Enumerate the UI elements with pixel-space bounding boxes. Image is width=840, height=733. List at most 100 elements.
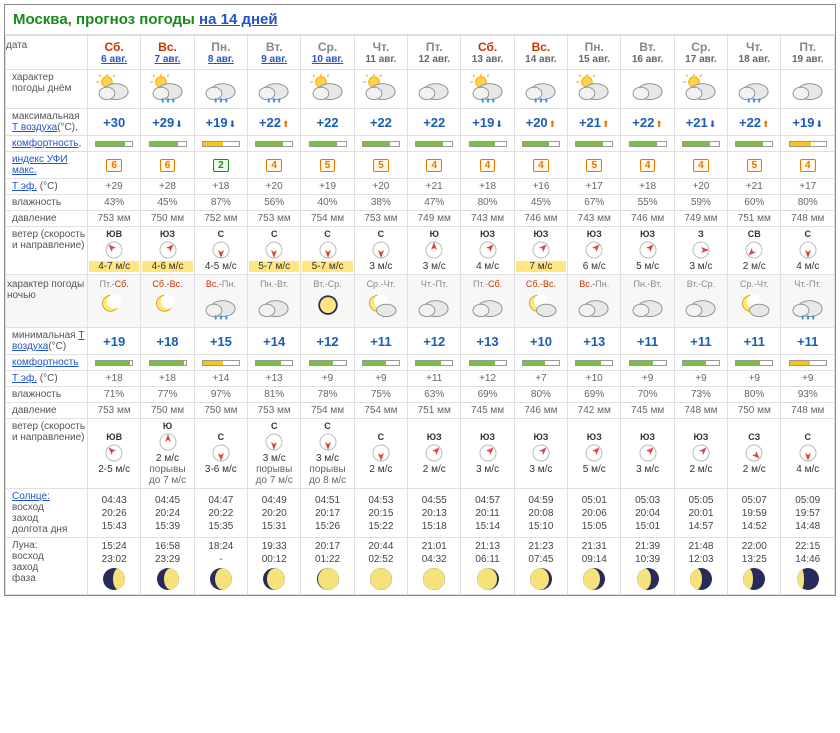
cell: С2 м/с (354, 419, 407, 489)
n-pressure: 754 мм (364, 405, 397, 416)
comfort-link[interactable]: комфортность (12, 138, 79, 149)
day-header: Ср.17 авг. (674, 36, 727, 70)
dow: Пн. (585, 40, 604, 54)
tmin: +11 (797, 334, 818, 349)
row-header: Солнце:восходзаходдолгота дня (6, 489, 88, 538)
cell: +20 (248, 179, 301, 195)
cell: 748 мм (781, 211, 835, 227)
uvi-badge: 6 (160, 159, 176, 172)
day-header: Вс.14 авг. (514, 36, 567, 70)
wind-speed: 3 м/с (409, 261, 459, 272)
cell (301, 70, 354, 109)
night-label: Чт.-Пт. (782, 279, 833, 289)
cell (781, 355, 835, 371)
n-humidity: 73% (691, 389, 711, 400)
tmax: +22 (632, 115, 654, 130)
cell: +14 (194, 371, 247, 387)
n-humidity: 70% (638, 389, 658, 400)
cell: 753 мм (88, 211, 141, 227)
night-label: Пт.-Сб. (462, 279, 512, 289)
forecast-table: датаСб.6 авг.Вс.7 авг.Пн.8 авг.Вт.9 авг.… (5, 35, 835, 595)
cell: 04:4320:2615:43 (88, 489, 141, 538)
cell: Ю2 м/спорывы до 7 м/с (141, 419, 194, 489)
sun-times: 05:0520:0114:57 (676, 494, 726, 533)
date-link[interactable]: 9 авг. (248, 54, 300, 65)
n-gust: порывы до 7 м/с (249, 464, 299, 486)
cell: +12 (301, 328, 354, 355)
uvi-badge: 4 (693, 159, 709, 172)
cell: 05:0320:0415:01 (621, 489, 674, 538)
uvi-link[interactable]: индекс УФИ (12, 154, 68, 165)
moon-times: 21:3109:14 (569, 540, 619, 566)
tmin: +15 (210, 334, 232, 349)
title-days-link[interactable]: на 14 дней (199, 11, 278, 28)
moon-times: 21:4812:03 (676, 540, 726, 566)
wind-dir: ЮЗ (569, 229, 619, 239)
date-link[interactable]: 10 авг. (301, 54, 353, 65)
cell: 753 мм (248, 211, 301, 227)
cell (408, 136, 461, 152)
cell (781, 136, 835, 152)
cell: 751 мм (408, 403, 461, 419)
cell: +29⬇ (141, 109, 194, 136)
cell (88, 70, 141, 109)
comfort-link[interactable]: комфортность (12, 357, 79, 368)
cell: 20:4402:52 (354, 538, 407, 595)
cell: +19⬇ (461, 109, 514, 136)
cell: +18 (461, 179, 514, 195)
uvi-badge: 4 (266, 159, 282, 172)
moon-times: 22:1514:46 (782, 540, 833, 566)
cell: +28 (141, 179, 194, 195)
cell: 754 мм (301, 403, 354, 419)
cell (621, 136, 674, 152)
cell: 80% (461, 195, 514, 211)
sun-times: 04:4920:2015:31 (249, 494, 299, 533)
cell: 97% (194, 387, 247, 403)
day-weather-icon (249, 74, 299, 104)
uvi-max-link[interactable]: макс. (12, 165, 37, 176)
night-label: Пн.-Вт. (622, 279, 672, 289)
night-label: Пн.-Вт. (249, 279, 299, 289)
pressure: 753 мм (98, 213, 131, 224)
cell: С3 м/спорывы до 8 м/с (301, 419, 354, 489)
night-weather-icon (356, 291, 406, 321)
date-text: 11 авг. (355, 54, 407, 65)
day-weather-icon (569, 74, 619, 104)
tmin: +12 (423, 334, 445, 349)
cell: С5-7 м/с (248, 227, 301, 275)
pressure: 748 мм (791, 213, 824, 224)
wind-dir: ЮЗ (516, 229, 566, 239)
n-wind-speed: 4 м/с (782, 464, 833, 475)
t-air-link[interactable]: Т воздуха (12, 122, 57, 133)
tmax: +22 (370, 115, 392, 130)
cell (354, 70, 407, 109)
cell: +19⬇ (781, 109, 835, 136)
cell: ЮЗ5 м/с (621, 227, 674, 275)
date-link[interactable]: 8 авг. (195, 54, 247, 65)
cell: 743 мм (461, 211, 514, 227)
dow: Вт. (639, 40, 656, 54)
sun-link[interactable]: Солнце: (12, 491, 50, 502)
n-teff: +7 (535, 373, 546, 384)
tmin: +13 (583, 334, 605, 349)
cell (461, 355, 514, 371)
moon-times: 21:0104:32 (409, 540, 459, 566)
n-wind-speed: 2 м/с (676, 464, 726, 475)
wind-dir: С (196, 229, 246, 239)
cell: +17 (781, 179, 835, 195)
cell: 4 (674, 152, 727, 179)
cell (674, 136, 727, 152)
wind-speed: 6 м/с (569, 261, 619, 272)
cell: Пн.-Вт. (621, 275, 674, 328)
date-link[interactable]: 6 авг. (88, 54, 140, 65)
cell (408, 70, 461, 109)
teff-link[interactable]: Т эф. (12, 181, 37, 192)
cell: 56% (248, 195, 301, 211)
n-pressure: 750 мм (738, 405, 771, 416)
teff-link[interactable]: Т эф. (12, 373, 37, 384)
date-link[interactable]: 7 авг. (141, 54, 193, 65)
n-wind-speed: 3-6 м/с (196, 464, 246, 475)
row-header: Т эф. (°C) (6, 179, 88, 195)
n-teff: +9 (642, 373, 653, 384)
n-teff: +13 (266, 373, 283, 384)
